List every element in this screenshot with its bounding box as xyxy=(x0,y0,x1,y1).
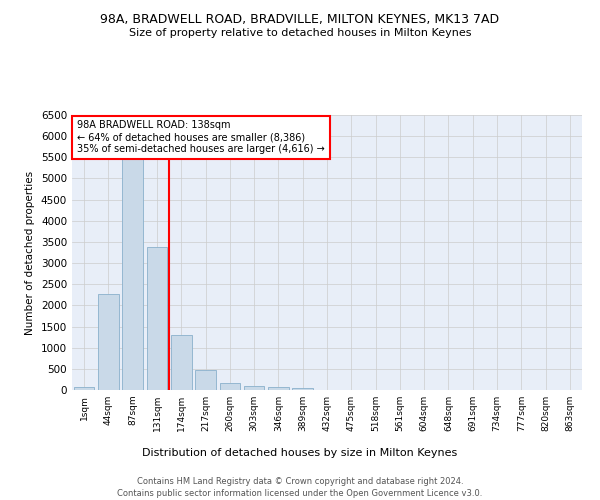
Text: Contains public sector information licensed under the Open Government Licence v3: Contains public sector information licen… xyxy=(118,489,482,498)
Bar xyxy=(122,160,143,390)
Bar xyxy=(195,370,216,390)
Text: Distribution of detached houses by size in Milton Keynes: Distribution of detached houses by size … xyxy=(142,448,458,458)
Bar xyxy=(171,334,191,390)
Text: 98A, BRADWELL ROAD, BRADVILLE, MILTON KEYNES, MK13 7AD: 98A, BRADWELL ROAD, BRADVILLE, MILTON KE… xyxy=(100,12,500,26)
Text: Size of property relative to detached houses in Milton Keynes: Size of property relative to detached ho… xyxy=(129,28,471,38)
Y-axis label: Number of detached properties: Number of detached properties xyxy=(25,170,35,334)
Text: 98A BRADWELL ROAD: 138sqm
← 64% of detached houses are smaller (8,386)
35% of se: 98A BRADWELL ROAD: 138sqm ← 64% of detac… xyxy=(77,120,325,154)
Bar xyxy=(98,294,119,390)
Bar xyxy=(292,388,313,390)
Bar xyxy=(146,247,167,390)
Text: Contains HM Land Registry data © Crown copyright and database right 2024.: Contains HM Land Registry data © Crown c… xyxy=(137,478,463,486)
Bar xyxy=(244,386,265,390)
Bar xyxy=(74,387,94,390)
Bar xyxy=(220,383,240,390)
Bar xyxy=(268,387,289,390)
